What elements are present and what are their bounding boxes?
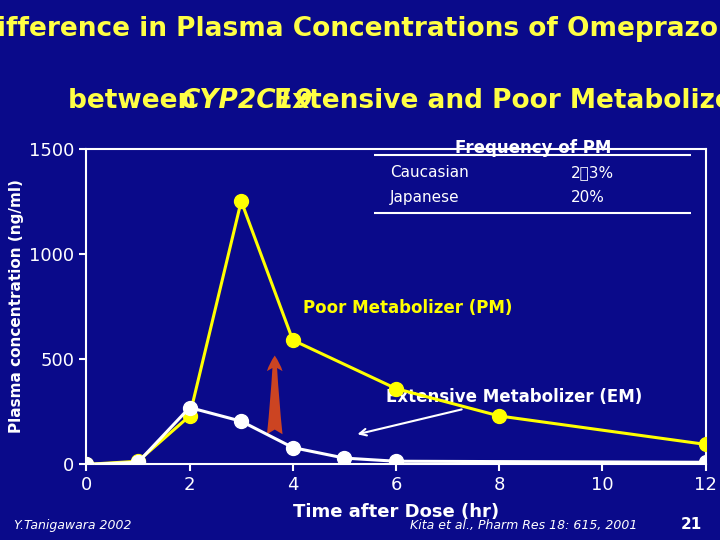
Text: Extensive and Poor Metabolizers: Extensive and Poor Metabolizers: [265, 88, 720, 114]
Text: 21: 21: [680, 517, 702, 532]
Text: Extensive Metabolizer (EM): Extensive Metabolizer (EM): [360, 388, 642, 435]
Text: Japanese: Japanese: [390, 190, 460, 205]
Text: Caucasian: Caucasian: [390, 165, 469, 180]
Text: Poor Metabolizer (PM): Poor Metabolizer (PM): [303, 299, 513, 317]
Text: between: between: [68, 88, 206, 114]
Text: Kita et al., Pharm Res 18: 615, 2001: Kita et al., Pharm Res 18: 615, 2001: [410, 519, 638, 532]
Text: 2＇3%: 2＇3%: [571, 165, 614, 180]
Y-axis label: Plasma concentration (ng/ml): Plasma concentration (ng/ml): [9, 179, 24, 434]
Text: Difference in Plasma Concentrations of Omeprazole: Difference in Plasma Concentrations of O…: [0, 16, 720, 42]
Text: Y.Tanigawara 2002: Y.Tanigawara 2002: [14, 519, 132, 532]
Text: 20%: 20%: [571, 190, 605, 205]
Text: Frequency of PM: Frequency of PM: [454, 139, 611, 157]
X-axis label: Time after Dose (hr): Time after Dose (hr): [293, 503, 499, 521]
Text: between  CYP2C19  Extensive and Poor Metabolizers: between CYP2C19 Extensive and Poor Metab…: [0, 88, 720, 114]
Text: CYP2C19: CYP2C19: [180, 88, 312, 114]
